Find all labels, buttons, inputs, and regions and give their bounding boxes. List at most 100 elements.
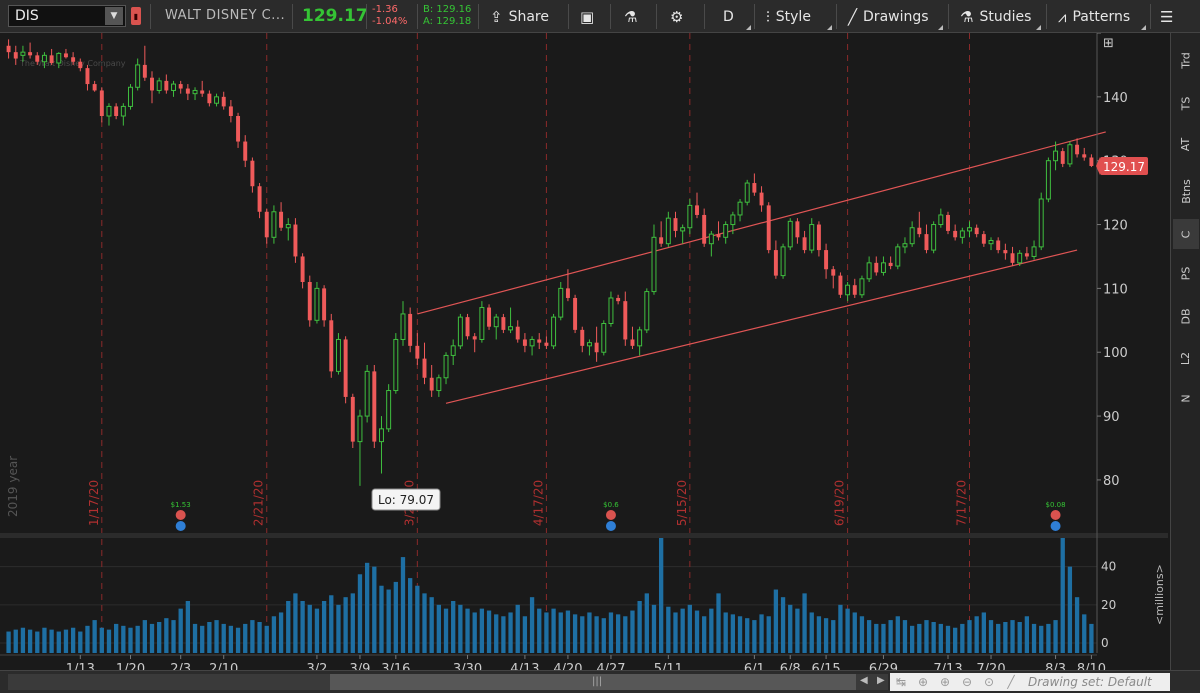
volume-bar <box>780 597 786 653</box>
candle-body <box>257 186 262 212</box>
pane-divider[interactable] <box>0 533 1168 538</box>
timeframe-button[interactable]: D <box>723 0 734 33</box>
candle-body <box>766 205 771 251</box>
candle-body <box>780 246 786 277</box>
crosshair-icon[interactable]: ⊕ <box>917 675 929 689</box>
studies-button[interactable]: ⚗ Studies <box>960 0 1031 33</box>
volume-bar <box>831 620 836 653</box>
right-tab-btns[interactable]: Btns <box>1173 176 1199 206</box>
alert-flag-icon[interactable]: ▮ <box>131 7 141 25</box>
candle-body <box>156 80 162 91</box>
volume-bar <box>1003 622 1008 653</box>
candle-body <box>285 224 291 229</box>
symbol-dropdown-icon[interactable]: ▼ <box>105 7 123 25</box>
candle-body <box>264 211 269 238</box>
axis-settings-icon[interactable]: ⊞ <box>1103 36 1114 51</box>
volume-bar <box>264 625 269 653</box>
volume-bar <box>27 629 33 653</box>
dividend-label: $0.6 <box>603 501 619 509</box>
candle-body <box>580 329 585 346</box>
share-button[interactable]: ⇪ Share <box>490 0 549 33</box>
drawings-dropdown-icon <box>938 25 943 30</box>
candle-body <box>601 323 607 353</box>
candle-body <box>450 345 456 356</box>
volume-bar <box>773 589 779 653</box>
candle-body <box>1075 144 1080 155</box>
candle-body <box>1089 157 1094 166</box>
right-tab-n[interactable]: N <box>1173 383 1199 413</box>
volume-bar <box>974 616 979 653</box>
volume-bar <box>121 625 126 653</box>
chart-settings-button[interactable]: ▣ <box>580 0 600 33</box>
settings-button[interactable]: ⚙ <box>670 0 689 33</box>
candle-body <box>307 282 312 321</box>
price-tick-label: 90 <box>1103 410 1120 425</box>
candle-body <box>838 275 843 295</box>
volume-bar <box>795 608 800 653</box>
volume-bar <box>852 612 857 653</box>
flask-icon: ⚗ <box>624 7 638 26</box>
right-tab-trd[interactable]: Trd <box>1173 45 1199 75</box>
candle-body <box>56 52 62 64</box>
event-date-label: 5/15/20 <box>675 480 689 526</box>
candle-body <box>408 313 413 346</box>
horizontal-scrollbar[interactable]: ||| ◀ ▶ <box>8 674 888 690</box>
candle-body <box>651 236 657 293</box>
volume-bar <box>730 614 736 653</box>
right-tab-ts[interactable]: TS <box>1173 88 1199 118</box>
symbol-selector[interactable]: DIS ▼ <box>8 5 126 27</box>
style-button[interactable]: ⫶ Style <box>766 0 811 33</box>
candles <box>6 39 1094 486</box>
right-tab-label: N <box>1179 393 1193 403</box>
candle-body <box>487 307 492 327</box>
right-tab-ps[interactable]: PS <box>1173 258 1199 288</box>
price-tick-label: 140 <box>1103 91 1128 106</box>
candle-body <box>558 287 564 318</box>
zoom-out-icon[interactable]: ⊖ <box>961 675 973 689</box>
trend-channel[interactable] <box>417 131 1106 404</box>
menu-button[interactable]: ☰ <box>1160 0 1179 33</box>
scroll-left-icon[interactable]: ◀ <box>860 675 868 686</box>
symbol-text[interactable]: DIS <box>15 8 39 24</box>
candle-body <box>106 105 112 117</box>
volume-bar <box>1074 597 1080 653</box>
right-tab-db[interactable]: DB <box>1173 301 1199 331</box>
style-label: Style <box>775 8 811 25</box>
pan-icon[interactable]: ↹ <box>895 675 907 689</box>
volume-bar <box>278 612 284 653</box>
drawings-button[interactable]: ╱ Drawings <box>848 0 929 33</box>
volume-bar <box>537 608 542 653</box>
right-tab-l2[interactable]: L2 <box>1173 343 1199 373</box>
candle-body <box>737 201 743 216</box>
scrollbar-thumb[interactable] <box>330 674 856 690</box>
volume-bar <box>350 593 355 653</box>
drawing-tool-icon[interactable]: ╱ <box>1007 675 1015 689</box>
price-chart[interactable]: 1/17/202/21/203/20/204/17/205/15/206/19/… <box>0 33 1168 684</box>
volume-bar <box>529 597 535 653</box>
right-tab-at[interactable]: AT <box>1173 129 1199 159</box>
candle-body <box>809 224 815 251</box>
patterns-button[interactable]: ⩘ Patterns <box>1058 0 1130 33</box>
zoom-in-icon[interactable]: ⊕ <box>939 675 951 689</box>
chart-background <box>0 33 1168 684</box>
volume-bar <box>608 612 614 653</box>
volume-bar <box>35 631 40 653</box>
right-tab-c[interactable]: C <box>1173 219 1199 249</box>
candle-body <box>1060 151 1065 164</box>
candle-body <box>959 230 965 238</box>
magnifier-icon[interactable]: ⊙ <box>983 675 995 689</box>
volume-bar <box>228 625 234 653</box>
candle-body <box>522 339 527 346</box>
candle-body <box>479 307 485 340</box>
candle-body <box>400 313 406 340</box>
event-date-label: 1/17/20 <box>87 480 101 526</box>
volume-bar <box>422 593 427 653</box>
thinklab-button[interactable]: ⚗ <box>624 0 643 33</box>
volume-bar <box>149 623 155 653</box>
candle-body <box>178 84 183 89</box>
right-tab-label: Trd <box>1179 51 1193 69</box>
scroll-right-icon[interactable]: ▶ <box>877 675 885 686</box>
candle-body <box>150 77 154 91</box>
volume-axis: 0 20 40 <box>1101 560 1116 650</box>
toolbar-separator <box>610 4 611 29</box>
